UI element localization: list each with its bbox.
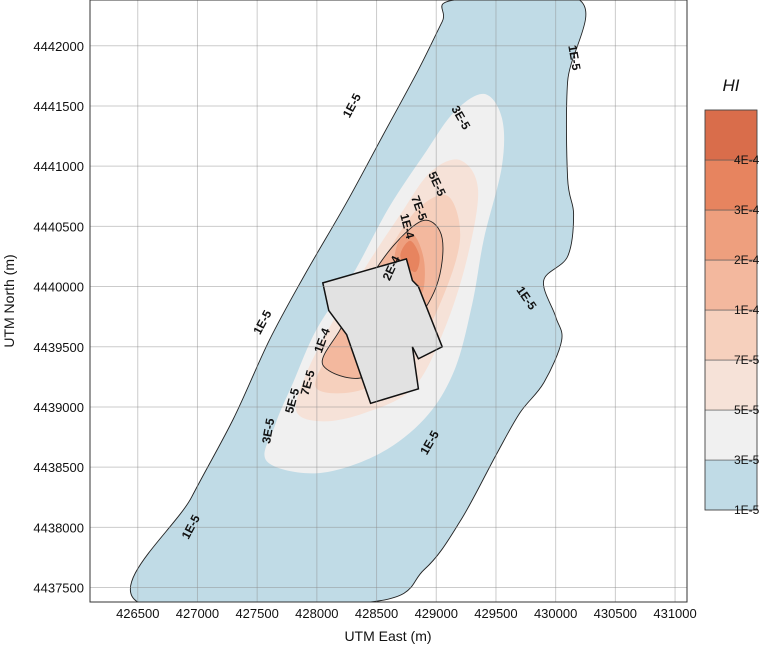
y-tick-label: 4438000 xyxy=(33,520,84,535)
x-tick-label: 427000 xyxy=(176,606,219,621)
legend-swatch xyxy=(704,359,758,411)
x-tick-label: 427500 xyxy=(235,606,278,621)
y-tick-label: 4439000 xyxy=(33,400,84,415)
x-tick-label: 429000 xyxy=(415,606,458,621)
x-tick-labels: 426500 427000 427500 428000 428500 429000 4295… xyxy=(116,606,697,621)
plot-frame xyxy=(89,0,688,603)
x-tick-label: 428000 xyxy=(295,606,338,621)
legend-tick-label: 3E-4 xyxy=(734,203,760,217)
legend-swatch xyxy=(704,259,758,311)
y-tick-label: 4441500 xyxy=(33,99,84,114)
contour-label: 1E-5 xyxy=(565,44,583,72)
y-tick-label: 4439500 xyxy=(33,340,84,355)
contour-layer xyxy=(129,0,587,602)
y-tick-label: 4437500 xyxy=(33,581,84,596)
x-tick-label: 431000 xyxy=(653,606,696,621)
y-tick-label: 4441000 xyxy=(33,159,84,174)
legend-tick-label: 1E-5 xyxy=(734,503,760,517)
contour-label: 1E-5 xyxy=(340,91,364,120)
facility-boundary xyxy=(321,257,444,405)
x-tick-label: 430500 xyxy=(594,606,637,621)
legend-tick-label: 7E-5 xyxy=(734,353,760,367)
legend-swatch xyxy=(704,109,758,161)
y-tick-label: 4440000 xyxy=(33,280,84,295)
legend-tick-label: 4E-4 xyxy=(734,153,760,167)
legend-frame xyxy=(704,109,758,511)
contour-label: 1E-4 xyxy=(397,212,417,240)
contour-label: 3E-5 xyxy=(259,417,277,445)
legend-tick-label: 2E-4 xyxy=(734,253,760,267)
grid-lines xyxy=(90,0,687,602)
legend-tick-label: 5E-5 xyxy=(734,403,760,417)
legend-swatch xyxy=(704,159,758,211)
x-tick-label: 428500 xyxy=(355,606,398,621)
y-tick-label: 4442000 xyxy=(33,39,84,54)
contour-label: 7E-5 xyxy=(298,368,318,396)
x-axis-title: UTM East (m) xyxy=(344,628,431,644)
contour-label: 1E-5 xyxy=(250,308,274,337)
legend-tick-label: 1E-4 xyxy=(734,303,760,317)
y-tick-label: 4440500 xyxy=(33,219,84,234)
y-tick-labels: 4437500 4438000 4438500 4439000 4439500 44400… xyxy=(33,39,84,596)
x-tick-label: 430000 xyxy=(534,606,577,621)
legend-title: HI xyxy=(723,76,740,95)
x-tick-label: 426500 xyxy=(116,606,159,621)
legend-swatch xyxy=(704,409,758,461)
legend-tick-label: 3E-5 xyxy=(734,453,760,467)
y-tick-label: 4438500 xyxy=(33,460,84,475)
contour-label: 5E-5 xyxy=(282,386,302,414)
y-axis-title: UTM North (m) xyxy=(1,254,17,347)
legend-swatch xyxy=(704,209,758,261)
colorbar-legend: HI 1E-5 3E-5 5E-5 7E-5 1E-4 2E-4 3E-4 4E-4 xyxy=(704,76,760,517)
x-tick-label: 429500 xyxy=(474,606,517,621)
